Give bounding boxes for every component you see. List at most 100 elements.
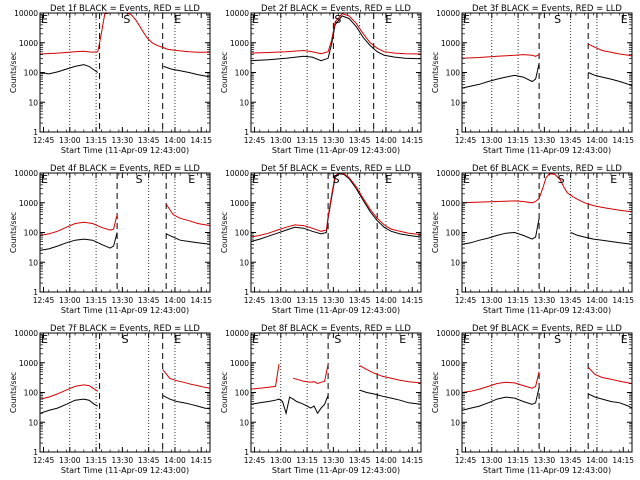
y-tick-label: 1 bbox=[33, 288, 38, 297]
series-line-lld bbox=[39, 369, 211, 400]
plot-frame bbox=[39, 332, 211, 453]
y-tick-label: 100 bbox=[24, 229, 39, 238]
x-tick-label: 14:00 bbox=[375, 296, 397, 305]
plot-frame bbox=[461, 12, 633, 133]
marker-label: E bbox=[399, 333, 406, 346]
marker-label: E bbox=[385, 173, 392, 186]
plot-frame bbox=[39, 12, 211, 133]
marker-label: E bbox=[610, 173, 617, 186]
series-line-lld bbox=[461, 173, 633, 213]
x-axis-label: Start Time (11-Apr-09 12:43:00) bbox=[483, 306, 611, 315]
y-tick-label: 10000 bbox=[14, 329, 38, 338]
y-tick-label: 1000 bbox=[441, 199, 460, 208]
y-tick-label: 1000 bbox=[230, 199, 249, 208]
plot-frame bbox=[250, 332, 422, 453]
x-tick-label: 14:00 bbox=[164, 456, 186, 465]
series-line-lld bbox=[461, 367, 633, 393]
x-tick-label: 14:15 bbox=[401, 456, 423, 465]
x-axis-label: Start Time (11-Apr-09 12:43:00) bbox=[272, 306, 400, 315]
x-tick-label: 14:15 bbox=[612, 136, 634, 145]
y-tick-label: 10 bbox=[239, 98, 249, 107]
marker-label: E bbox=[252, 173, 259, 186]
marker-label: S bbox=[334, 13, 341, 26]
x-tick-label: 13:00 bbox=[59, 456, 81, 465]
marker-label: S bbox=[123, 13, 130, 26]
series-line-lld bbox=[39, 12, 210, 55]
marker-label: S bbox=[122, 333, 129, 346]
plot-frame bbox=[461, 332, 633, 453]
series-line-lld bbox=[39, 203, 211, 236]
series-line-events bbox=[250, 389, 422, 416]
y-axis-label: Counts/sec bbox=[431, 212, 440, 253]
y-tick-label: 10 bbox=[239, 258, 249, 267]
y-tick-label: 100 bbox=[446, 389, 461, 398]
x-tick-label: 13:00 bbox=[59, 136, 81, 145]
y-tick-label: 1000 bbox=[441, 359, 460, 368]
marker-label: E bbox=[621, 13, 628, 26]
y-tick-label: 100 bbox=[446, 229, 461, 238]
y-tick-label: 1 bbox=[455, 288, 460, 297]
marker-label: S bbox=[554, 13, 561, 26]
marker-label: E bbox=[41, 173, 48, 186]
x-tick-label: 14:00 bbox=[164, 296, 186, 305]
x-tick-label: 13:00 bbox=[481, 456, 503, 465]
y-tick-label: 1 bbox=[244, 128, 249, 137]
x-tick-label: 13:45 bbox=[349, 456, 371, 465]
chart-title: Det 5f BLACK = Events, RED = LLD bbox=[261, 164, 411, 174]
marker-label: E bbox=[41, 333, 48, 346]
y-tick-label: 10 bbox=[28, 418, 38, 427]
x-tick-label: 13:30 bbox=[112, 296, 134, 305]
x-tick-label: 14:15 bbox=[612, 296, 634, 305]
x-tick-label: 13:15 bbox=[296, 136, 318, 145]
y-tick-label: 10 bbox=[450, 418, 460, 427]
x-tick-label: 12:45 bbox=[244, 136, 266, 145]
series-line-events bbox=[461, 218, 633, 245]
series-line-events bbox=[39, 232, 211, 251]
y-tick-label: 1 bbox=[455, 128, 460, 137]
x-tick-label: 13:45 bbox=[560, 296, 582, 305]
x-tick-label: 13:00 bbox=[270, 456, 292, 465]
marker-label: E bbox=[621, 333, 628, 346]
x-tick-label: 12:45 bbox=[455, 456, 477, 465]
x-tick-label: 13:30 bbox=[534, 136, 556, 145]
y-axis-label: Counts/sec bbox=[9, 52, 18, 93]
marker-label: E bbox=[174, 13, 181, 26]
marker-label: E bbox=[41, 13, 48, 26]
marker-label: E bbox=[385, 13, 392, 26]
x-tick-label: 14:15 bbox=[401, 136, 423, 145]
x-tick-label: 14:00 bbox=[164, 136, 186, 145]
chart-title: Det 4f BLACK = Events, RED = LLD bbox=[50, 164, 200, 174]
y-tick-label: 1000 bbox=[19, 39, 38, 48]
chart-title: Det 1f BLACK = Events, RED = LLD bbox=[50, 4, 200, 14]
series-line-events bbox=[250, 15, 422, 62]
x-tick-label: 12:45 bbox=[244, 456, 266, 465]
y-axis-label: Counts/sec bbox=[220, 52, 229, 93]
x-axis-label: Start Time (11-Apr-09 12:43:00) bbox=[61, 146, 189, 155]
marker-label: E bbox=[252, 13, 259, 26]
series-line-lld bbox=[250, 172, 422, 238]
x-tick-label: 14:00 bbox=[586, 136, 608, 145]
x-tick-label: 13:30 bbox=[534, 456, 556, 465]
y-axis-label: Counts/sec bbox=[431, 372, 440, 413]
y-tick-label: 100 bbox=[235, 69, 250, 78]
y-axis-label: Counts/sec bbox=[220, 212, 229, 253]
x-tick-label: 13:45 bbox=[138, 296, 160, 305]
y-tick-label: 10 bbox=[450, 98, 460, 107]
marker-label: E bbox=[188, 173, 195, 186]
y-tick-label: 1000 bbox=[19, 359, 38, 368]
y-tick-label: 1000 bbox=[230, 359, 249, 368]
y-tick-label: 1000 bbox=[441, 39, 460, 48]
x-tick-label: 13:45 bbox=[349, 296, 371, 305]
x-tick-label: 12:45 bbox=[33, 456, 55, 465]
y-tick-label: 100 bbox=[24, 69, 39, 78]
x-axis-label: Start Time (11-Apr-09 12:43:00) bbox=[272, 146, 400, 155]
x-tick-label: 13:15 bbox=[296, 456, 318, 465]
y-tick-label: 1 bbox=[244, 448, 249, 457]
x-axis-label: Start Time (11-Apr-09 12:43:00) bbox=[272, 466, 400, 475]
